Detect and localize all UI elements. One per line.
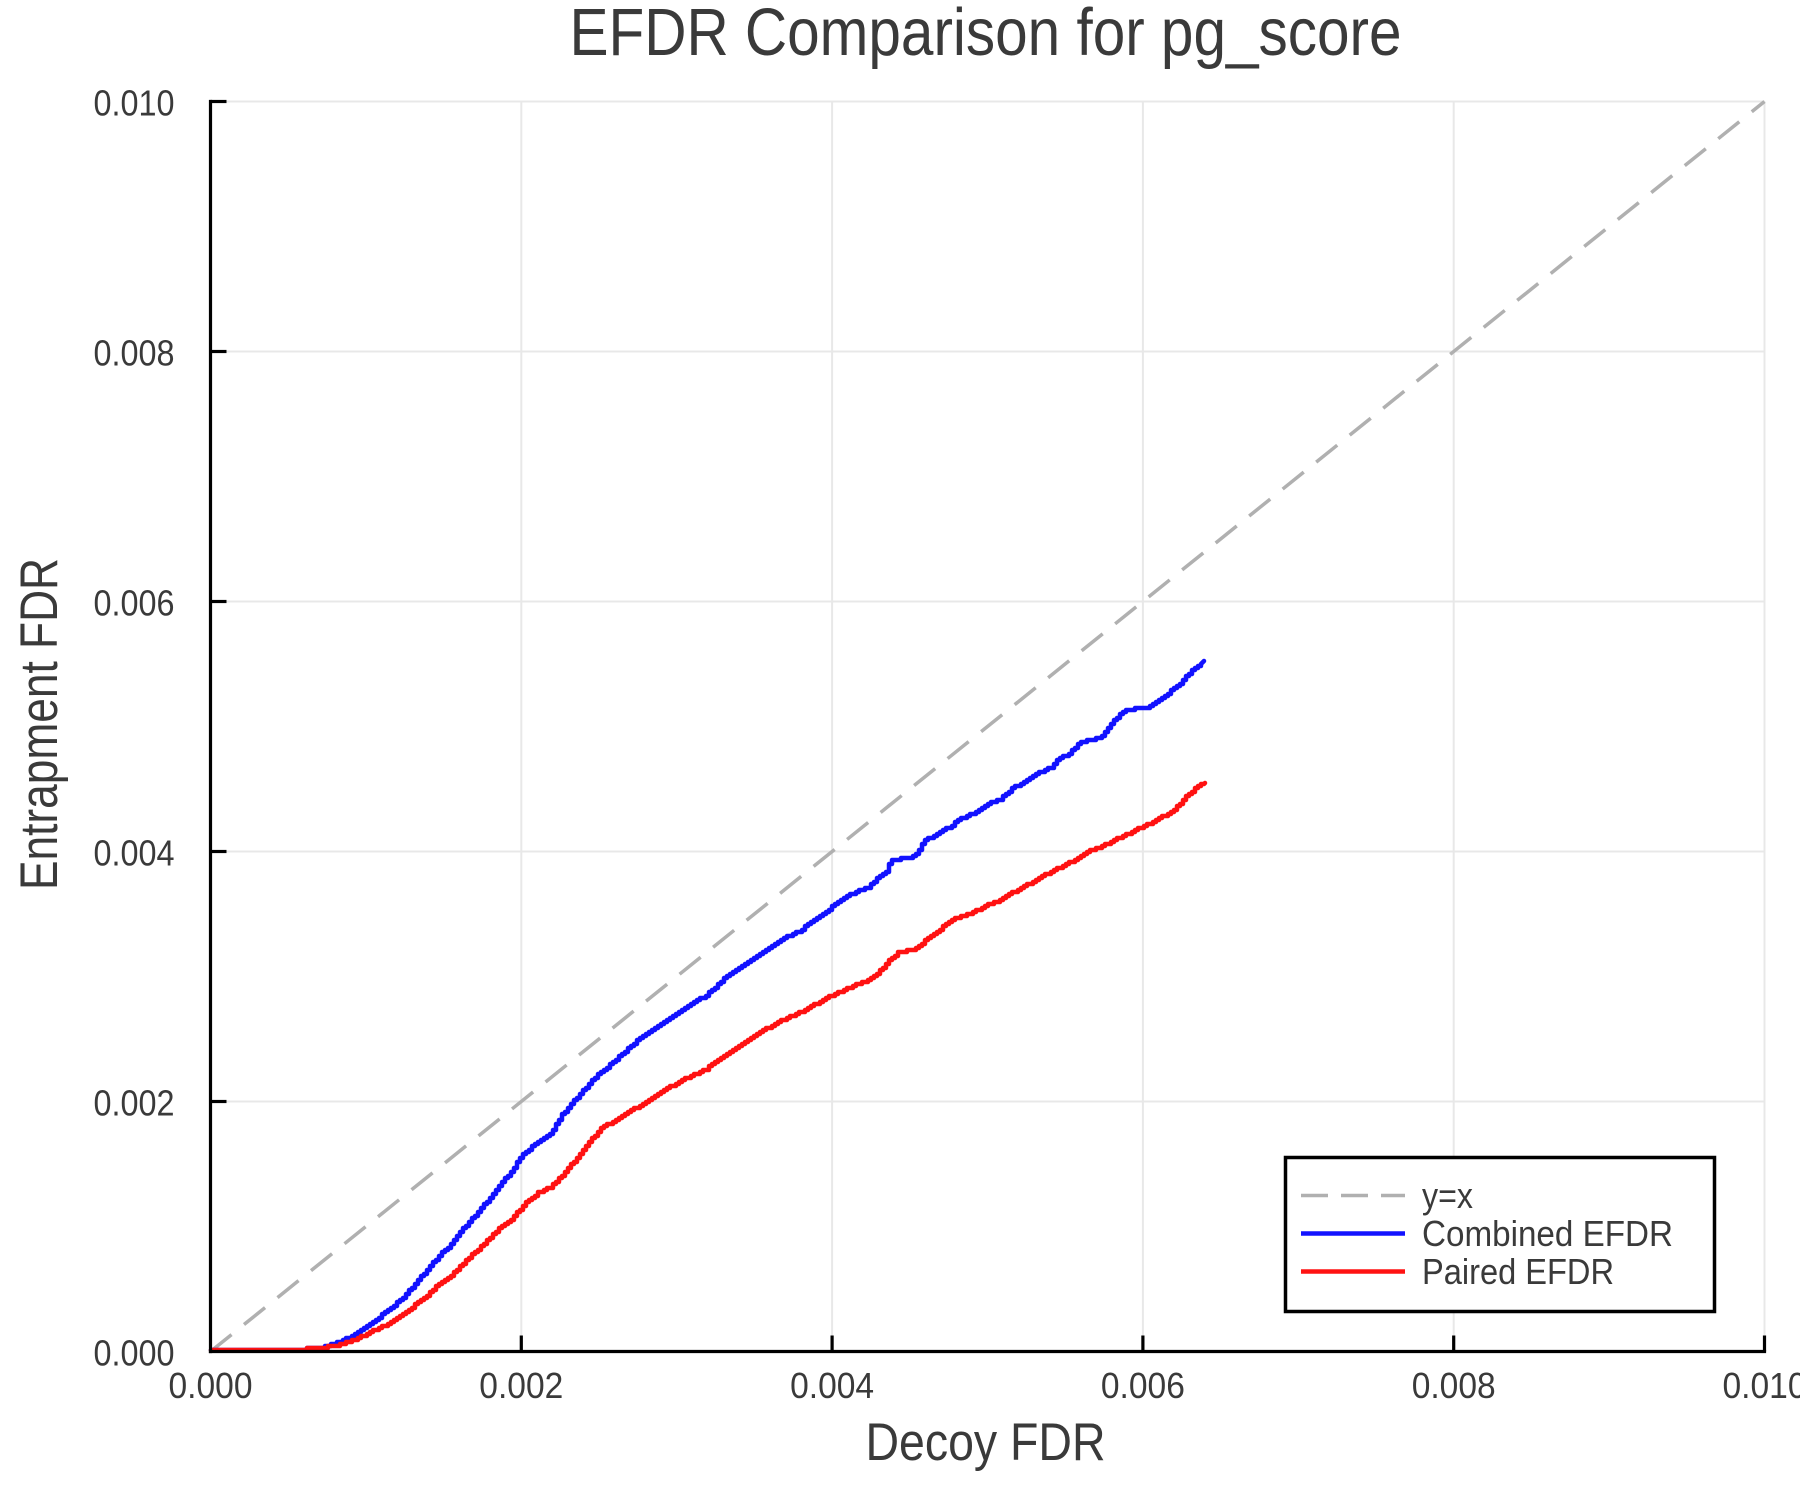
svg-text:0.000: 0.000 [94,1333,175,1374]
svg-text:Decoy FDR: Decoy FDR [866,1413,1106,1472]
svg-text:0.006: 0.006 [1101,1365,1185,1406]
svg-text:0.000: 0.000 [169,1365,253,1406]
svg-text:Combined EFDR: Combined EFDR [1422,1213,1673,1254]
svg-text:0.006: 0.006 [94,583,175,624]
svg-text:Entrapment FDR: Entrapment FDR [10,558,69,890]
svg-text:EFDR Comparison for pg_score: EFDR Comparison for pg_score [570,0,1402,70]
svg-text:0.002: 0.002 [94,1083,175,1124]
svg-text:0.008: 0.008 [1412,1365,1496,1406]
svg-text:0.010: 0.010 [94,83,175,124]
svg-text:Paired EFDR: Paired EFDR [1422,1251,1614,1292]
svg-text:0.008: 0.008 [94,333,175,374]
svg-text:0.004: 0.004 [94,833,175,874]
svg-text:0.002: 0.002 [479,1365,563,1406]
svg-text:0.004: 0.004 [790,1365,874,1406]
svg-text:0.010: 0.010 [1723,1365,1800,1406]
svg-text:y=x: y=x [1422,1175,1473,1216]
